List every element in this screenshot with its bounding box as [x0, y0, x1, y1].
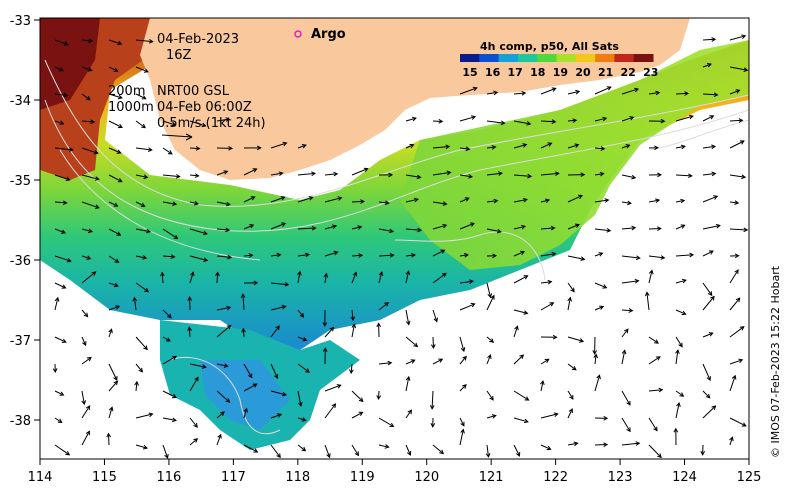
colorbar-tick-label: 15 [462, 66, 477, 79]
x-tick-label: 119 [350, 470, 375, 485]
model-time-label: 04-Feb 06:00Z [157, 100, 252, 115]
credit-text: © IMOS 07-Feb-2023 15:22 Hobart [769, 265, 782, 458]
colorbar-segment [499, 54, 519, 62]
colorbar-tick-label: 16 [485, 66, 501, 79]
y-tick-label: -37 [10, 334, 31, 349]
x-tick-label: 121 [479, 470, 504, 485]
hour-label: 16Z [166, 48, 192, 63]
x-tick-label: 124 [672, 470, 697, 485]
latitude-axis: -33 -34 -35 -36 -37 -38 [10, 14, 40, 429]
colorbar-segment [460, 54, 480, 62]
colorbar-segment [479, 54, 499, 62]
colorbar-tick-label: 18 [530, 66, 545, 79]
colorbar: 15 16 17 18 19 20 21 22 23 [460, 54, 658, 79]
x-tick-label: 120 [414, 470, 439, 485]
x-tick-label: 114 [28, 470, 53, 485]
colorbar-title: 4h comp, p50, All Sats [480, 40, 619, 53]
colorbar-tick-label: 21 [598, 66, 613, 79]
x-tick-label: 122 [543, 470, 568, 485]
colorbar-segment [595, 54, 615, 62]
x-tick-label: 123 [608, 470, 633, 485]
date-label: 04-Feb-2023 [157, 32, 239, 47]
colorbar-segment [614, 54, 634, 62]
depth-label-1000m: 1000m [108, 100, 154, 115]
y-tick-label: -34 [10, 94, 31, 109]
longitude-axis: 114 115 116 117 118 119 120 121 122 123 124 125 [28, 459, 762, 485]
colorbar-tick-label: 23 [643, 66, 658, 79]
y-tick-label: -33 [10, 14, 31, 29]
x-tick-label: 117 [221, 470, 246, 485]
colorbar-tick-label: 17 [508, 66, 523, 79]
y-tick-label: -35 [10, 174, 31, 189]
colorbar-segment [518, 54, 538, 62]
x-tick-label: 118 [285, 470, 310, 485]
model-label: NRT00 GSL [157, 84, 230, 99]
colorbar-segment [537, 54, 557, 62]
velocity-scale-label: 0.5m/s (1kt 24h) [157, 116, 266, 131]
x-tick-label: 115 [92, 470, 117, 485]
colorbar-tick-label: 19 [553, 66, 568, 79]
y-tick-label: -36 [10, 254, 31, 269]
y-tick-label: -38 [10, 414, 31, 429]
colorbar-tick-label: 22 [621, 66, 636, 79]
argo-label: Argo [311, 27, 346, 42]
colorbar-segment [557, 54, 577, 62]
colorbar-segment [576, 54, 596, 62]
x-tick-label: 125 [737, 470, 762, 485]
depth-label-200m: 200m [108, 84, 145, 99]
x-tick-label: 116 [156, 470, 181, 485]
colorbar-segment [634, 54, 654, 62]
colorbar-tick-label: 20 [575, 66, 591, 79]
